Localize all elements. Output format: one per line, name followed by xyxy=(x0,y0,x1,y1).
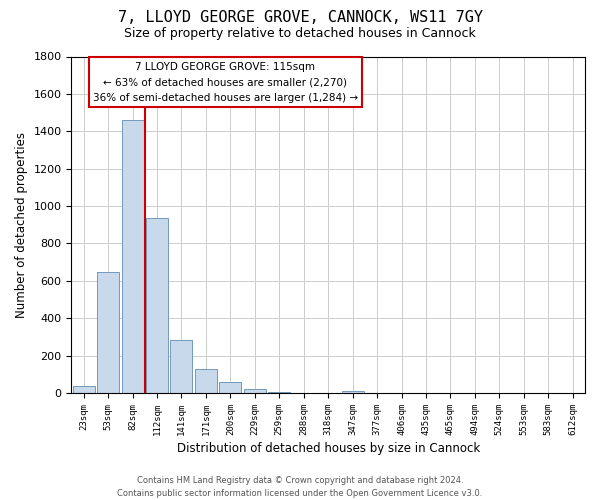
Text: 7 LLOYD GEORGE GROVE: 115sqm
← 63% of detached houses are smaller (2,270)
36% of: 7 LLOYD GEORGE GROVE: 115sqm ← 63% of de… xyxy=(93,62,358,102)
Bar xyxy=(122,120,143,393)
Text: 7, LLOYD GEORGE GROVE, CANNOCK, WS11 7GY: 7, LLOYD GEORGE GROVE, CANNOCK, WS11 7GY xyxy=(118,10,482,25)
Bar xyxy=(146,218,168,393)
Text: Contains HM Land Registry data © Crown copyright and database right 2024.
Contai: Contains HM Land Registry data © Crown c… xyxy=(118,476,482,498)
Bar xyxy=(268,392,290,393)
Bar xyxy=(220,382,241,393)
X-axis label: Distribution of detached houses by size in Cannock: Distribution of detached houses by size … xyxy=(176,442,480,455)
Bar xyxy=(73,386,95,393)
Bar xyxy=(195,369,217,393)
Text: Size of property relative to detached houses in Cannock: Size of property relative to detached ho… xyxy=(124,28,476,40)
Bar xyxy=(244,389,266,393)
Y-axis label: Number of detached properties: Number of detached properties xyxy=(15,132,28,318)
Bar xyxy=(170,340,193,393)
Bar xyxy=(341,391,364,393)
Bar xyxy=(97,272,119,393)
